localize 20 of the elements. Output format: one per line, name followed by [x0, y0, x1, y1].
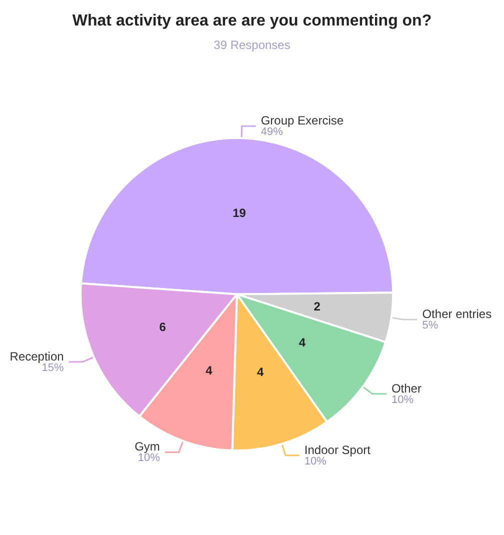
slice-label: Indoor Sport	[304, 442, 372, 457]
slice-label: Group Exercise	[260, 114, 344, 128]
slice-label: Reception	[10, 349, 64, 364]
text: 49%	[260, 126, 284, 138]
slice-label: Other entries	[422, 306, 492, 321]
text: 5%	[422, 319, 438, 332]
text: 15%	[42, 362, 64, 374]
data-label: 4	[256, 364, 264, 379]
text: 10%	[391, 394, 414, 406]
data-label: 2	[314, 299, 321, 314]
slice-label: Gym	[134, 440, 160, 454]
data-label: 4	[206, 363, 213, 378]
chart-subtitle: 39 Responses	[214, 38, 290, 52]
data-label: 19	[232, 206, 246, 220]
data-label: 4	[298, 335, 306, 350]
text: 10%	[304, 455, 327, 468]
text: 10%	[138, 452, 160, 464]
slice-label: Other	[391, 381, 422, 396]
data-label: 6	[159, 320, 166, 334]
chart-title: What activity area are are you commenting on?	[72, 12, 432, 30]
